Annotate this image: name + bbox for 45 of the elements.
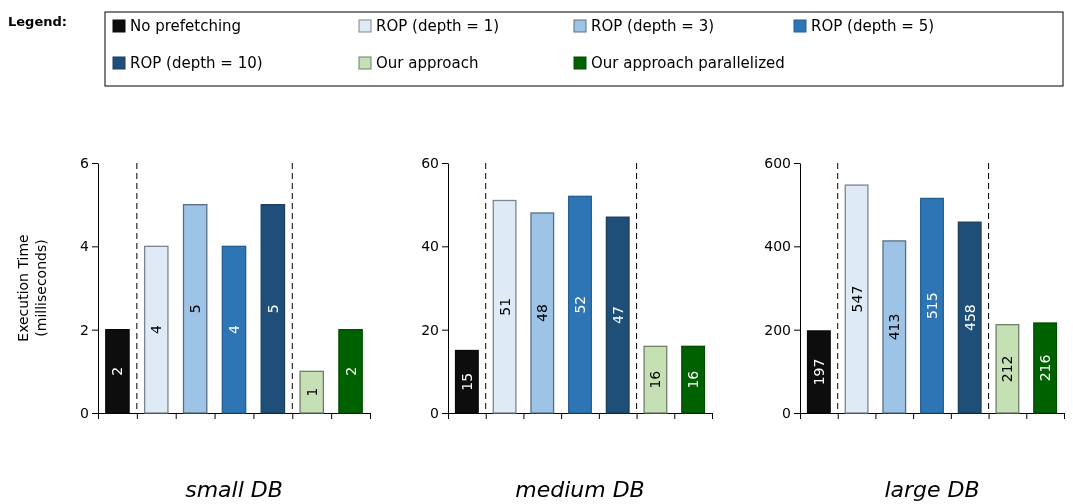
y-tick-label: 40 — [421, 238, 439, 255]
y-tick-label: 6 — [80, 154, 90, 171]
x-axis-title: small DB — [185, 477, 283, 502]
data-label: 4 — [148, 325, 165, 335]
data-label: 16 — [647, 370, 664, 389]
data-label: 5 — [187, 304, 204, 314]
data-label: 413 — [886, 313, 903, 341]
legend-label: ROP (depth = 3) — [591, 17, 715, 35]
data-label: 16 — [685, 370, 702, 389]
data-label: 547 — [848, 285, 865, 313]
y-tick-label: 400 — [764, 238, 791, 255]
legend-label: ROP (depth = 1) — [376, 17, 500, 35]
y-tick-label: 0 — [430, 404, 439, 421]
legend-label: No prefetching — [130, 17, 242, 35]
legend-title: Legend: — [8, 14, 67, 29]
data-label: 52 — [572, 295, 588, 314]
data-label: 47 — [609, 306, 626, 324]
legend-label: ROP (depth = 10) — [130, 54, 263, 72]
y-tick-label: 4 — [80, 238, 90, 255]
legend-label: Our approach parallelized — [591, 54, 785, 72]
y-tick-label: 20 — [421, 321, 439, 338]
y-tick-label: 200 — [764, 321, 791, 338]
legend-label: ROP (depth = 5) — [811, 17, 935, 35]
x-axis-title: large DB — [884, 477, 980, 502]
data-label: 216 — [1037, 354, 1054, 382]
data-label: 458 — [961, 304, 978, 331]
y-tick-label: 0 — [782, 404, 791, 421]
data-label: 1 — [303, 387, 320, 397]
data-label: 4 — [226, 325, 242, 335]
y-tick-label: 60 — [421, 154, 439, 171]
data-label: 15 — [458, 372, 475, 391]
x-axis-title: medium DB — [515, 477, 645, 502]
y-tick-label: 600 — [764, 154, 791, 171]
data-label: 515 — [924, 292, 940, 320]
data-label: 51 — [496, 297, 513, 316]
legend-label: Our approach — [376, 54, 479, 72]
y-axis-title: Execution Time (milliseconds) — [15, 234, 50, 342]
data-label: 48 — [534, 304, 551, 322]
y-tick-label: 0 — [80, 404, 89, 421]
data-label: 5 — [264, 304, 281, 314]
data-label: 197 — [810, 358, 827, 386]
data-label: 2 — [109, 366, 126, 376]
data-label: 212 — [999, 355, 1016, 383]
y-tick-label: 2 — [80, 321, 89, 338]
data-label: 2 — [342, 366, 359, 376]
